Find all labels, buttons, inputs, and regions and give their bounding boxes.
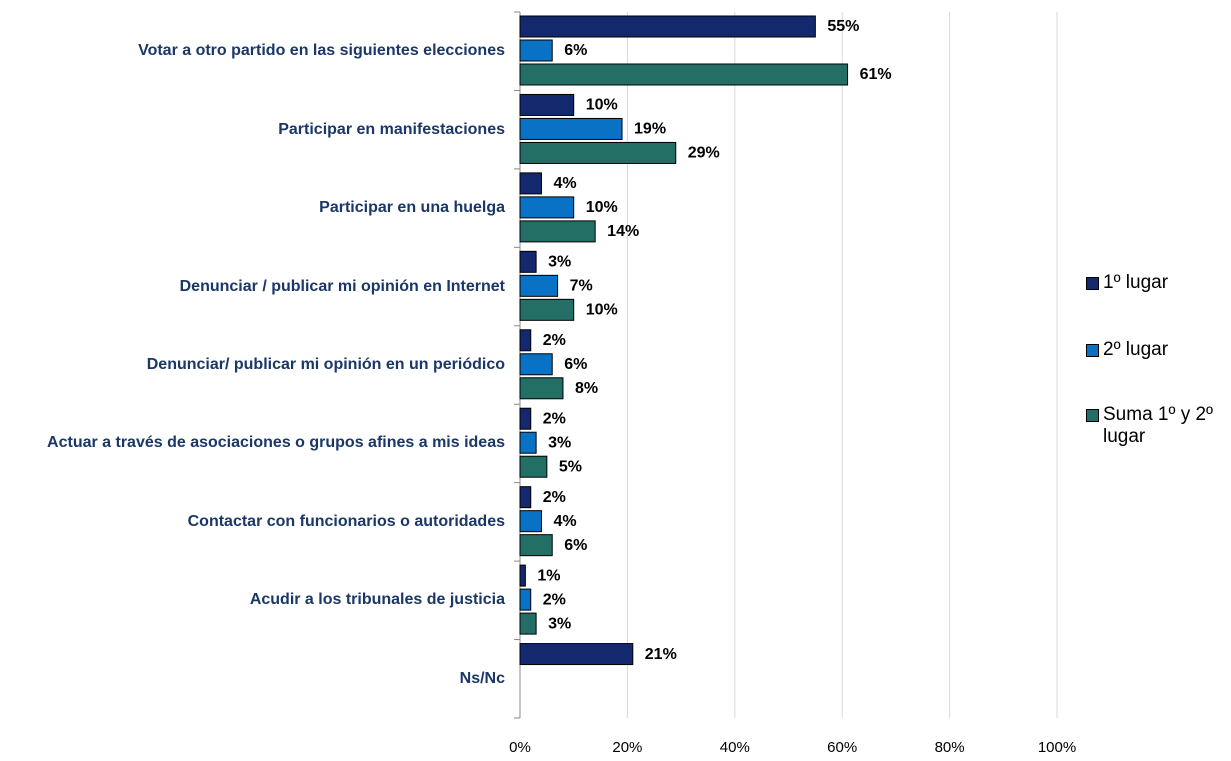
data-label: 10% (586, 97, 618, 114)
bar (519, 172, 542, 195)
category-label: Actuar a través de asociaciones o grupos… (8, 413, 505, 473)
bar (519, 377, 564, 400)
data-label: 14% (607, 223, 639, 240)
bar (519, 93, 575, 116)
category-text: Votar a otro partido en las siguientes e… (138, 42, 505, 60)
data-label: 1% (537, 567, 560, 584)
bar (519, 298, 575, 321)
bar (519, 534, 553, 557)
x-tick-label: 0% (509, 739, 531, 756)
data-label: 55% (827, 18, 859, 35)
data-label: 7% (570, 278, 593, 295)
category-text: Denunciar / publicar mi opinión en Inter… (179, 277, 505, 295)
bar (519, 274, 559, 297)
category-label: Participar en manifestaciones (8, 100, 505, 160)
category-text: Contactar con funcionarios o autoridades (187, 512, 505, 530)
bar (519, 141, 677, 164)
category-label: Denunciar / publicar mi opinión en Inter… (8, 257, 505, 317)
data-label: 6% (564, 356, 587, 373)
data-label: 2% (543, 489, 566, 506)
data-label: 3% (548, 254, 571, 271)
data-label: 3% (548, 615, 571, 632)
bar (519, 486, 532, 509)
data-label: 61% (860, 66, 892, 83)
bar (519, 63, 849, 86)
bar (519, 588, 532, 611)
bar (519, 196, 575, 219)
legend-swatch (1086, 344, 1099, 357)
data-label: 21% (645, 646, 677, 663)
data-label: 2% (543, 410, 566, 427)
bar (519, 407, 532, 430)
legend-swatch (1086, 409, 1099, 422)
data-label: 19% (634, 121, 666, 138)
bar (519, 220, 596, 243)
legend-swatch (1086, 277, 1099, 290)
x-tick-label: 80% (935, 739, 965, 756)
bar (519, 510, 542, 533)
bar (519, 250, 537, 273)
data-label: 5% (559, 458, 582, 475)
bar (519, 455, 548, 478)
category-label: Acudir a los tribunales de justicia (8, 570, 505, 630)
bar (519, 117, 623, 140)
x-tick-label: 60% (827, 739, 857, 756)
data-label: 2% (543, 591, 566, 608)
bar (519, 564, 526, 587)
category-label: Votar a otro partido en las siguientes e… (8, 21, 505, 81)
legend-label: 1º lugar (1103, 272, 1169, 293)
category-label: Ns/Nc (8, 649, 505, 709)
data-label: 3% (548, 434, 571, 451)
bar (519, 612, 537, 635)
data-label: 29% (688, 145, 720, 162)
data-label: 10% (586, 199, 618, 216)
data-label: 8% (575, 380, 598, 397)
bar (519, 15, 816, 38)
category-text: Denunciar/ publicar mi opinión en un per… (146, 356, 505, 373)
category-text: Participar en manifestaciones (278, 120, 505, 138)
bar (519, 329, 532, 352)
category-label: Participar en una huelga (8, 178, 505, 238)
legend-label: Suma 1º y 2º lugar (1103, 404, 1213, 447)
data-label: 2% (543, 332, 566, 349)
category-label: Contactar con funcionarios o autoridades (8, 492, 505, 552)
data-label: 6% (564, 42, 587, 59)
category-text: Participar en una huelga (319, 199, 505, 217)
bar (519, 39, 553, 62)
legend-label: 2º lugar (1103, 339, 1169, 360)
x-tick-label: 100% (1038, 739, 1076, 756)
category-text: Ns/Nc (459, 669, 505, 687)
category-text: Actuar a través de asociaciones o grupos… (47, 434, 505, 452)
data-label: 4% (553, 513, 576, 530)
x-tick-label: 20% (612, 739, 642, 756)
x-tick-label: 40% (720, 739, 750, 756)
bar (519, 353, 553, 376)
category-text: Acudir a los tribunales de justicia (249, 591, 505, 609)
data-label: 10% (586, 302, 618, 319)
category-label: Denunciar/ publicar mi opinión en un per… (8, 335, 505, 395)
data-label: 4% (553, 175, 576, 192)
bar (519, 431, 537, 454)
bar (519, 643, 634, 666)
data-label: 6% (564, 537, 587, 554)
